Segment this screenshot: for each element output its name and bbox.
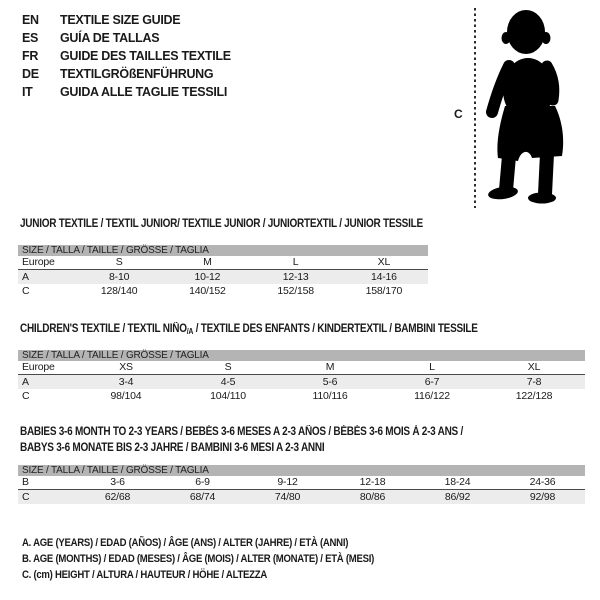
value-cell: 98/104 (110, 390, 142, 402)
value-cell: 8-10 (109, 271, 130, 283)
value-cell: 7-8 (526, 376, 542, 388)
junior-section-title: JUNIOR TEXTILE / TEXTIL JUNIOR/ TEXTILE … (20, 218, 423, 230)
lang-code: EN (22, 13, 39, 27)
value-cell: 5-6 (322, 376, 338, 388)
table-row-europe: Europe S M L XL (18, 256, 428, 270)
value-cell: 122/128 (515, 390, 553, 402)
lang-code: IT (22, 85, 33, 99)
baby-silhouette-icon (486, 10, 564, 204)
junior-size-table: SIZE / TALLA / TAILLE / GRÖSSE / TAGLIA … (18, 245, 428, 298)
table-row-a: A 8-10 10-12 12-13 14-16 (18, 270, 428, 284)
value-cell: 12-18 (359, 476, 386, 488)
value-cell: 24-36 (529, 476, 556, 488)
row-label: A (22, 271, 29, 283)
value-cell: 12-13 (282, 271, 309, 283)
value-cell: 152/158 (277, 285, 314, 297)
legend-line-b: B. AGE (MONTHS) / EDAD (MESES) / ÂGE (MO… (22, 553, 375, 565)
value-cell: 128/140 (100, 285, 138, 297)
size-cell: XL (377, 256, 391, 268)
babies-title-line2: BABYS 3-6 MONATE BIS 2-3 JAHRE / BAMBINI… (20, 442, 325, 454)
value-cell: 92/98 (529, 491, 556, 503)
row-label: C (22, 285, 30, 297)
value-cell: 80/86 (359, 491, 386, 503)
size-cell: S (224, 361, 232, 373)
lang-title: GUIDA ALLE TAGLIE TESSILI (60, 85, 228, 99)
legend-line-c: C. (cm) HEIGHT / ALTURA / HAUTEUR / HÖHE… (22, 569, 267, 581)
value-cell: 10-12 (194, 271, 221, 283)
value-cell: 74/80 (274, 491, 301, 503)
legend-line-a: A. AGE (YEARS) / EDAD (AÑOS) / ÂGE (ANS)… (22, 537, 349, 549)
measure-legend: A. AGE (YEARS) / EDAD (AÑOS) / ÂGE (ANS)… (22, 535, 427, 583)
size-cell: L (429, 361, 435, 373)
babies-title-line1: BABIES 3-6 MONTH TO 2-3 YEARS / BEBÉS 3-… (20, 426, 464, 438)
row-label: C (22, 390, 30, 402)
value-cell: 116/122 (414, 390, 450, 402)
lang-code: ES (22, 31, 39, 45)
babies-size-table: SIZE / TALLA / TAILLE / GRÖSSE / TAGLIA … (18, 465, 585, 504)
table-row-c: C 62/68 68/74 74/80 80/86 86/92 92/98 (18, 490, 585, 504)
size-header-bar: SIZE / TALLA / TAILLE / GRÖSSE / TAGLIA (18, 350, 585, 361)
size-header-bar: SIZE / TALLA / TAILLE / GRÖSSE / TAGLIA (18, 245, 428, 256)
height-measure-label: C (454, 107, 463, 121)
size-cell: M (203, 256, 212, 268)
children-title-post: / TEXTILE DES ENFANTS / KINDERTEXTIL / B… (193, 323, 478, 335)
table-row-c: C 128/140 140/152 152/158 158/170 (18, 284, 428, 298)
lang-code: DE (22, 67, 39, 81)
language-title-list: EN TEXTILE SIZE GUIDE ES GUÍA DE TALLAS … (22, 11, 231, 101)
size-cell: S (115, 256, 123, 268)
value-cell: 3-4 (118, 376, 134, 388)
table-row-a: A 3-4 4-5 5-6 6-7 7-8 (18, 375, 585, 389)
value-cell: 14-16 (370, 271, 397, 283)
value-cell: 18-24 (444, 476, 471, 488)
lang-row-es: ES GUÍA DE TALLAS (22, 29, 231, 47)
children-title-pre: CHILDREN'S TEXTILE / TEXTIL NIÑO (20, 323, 187, 335)
lang-row-fr: FR GUIDE DES TAILLES TEXTILE (22, 47, 231, 65)
size-cell: XL (527, 361, 541, 373)
size-header-bar: SIZE / TALLA / TAILLE / GRÖSSE / TAGLIA (18, 465, 585, 476)
lang-row-en: EN TEXTILE SIZE GUIDE (22, 11, 231, 29)
lang-code: FR (22, 49, 39, 63)
babies-section-title: BABIES 3-6 MONTH TO 2-3 YEARS / BEBÉS 3-… (20, 424, 463, 456)
table-row-c: C 98/104 104/110 110/116 116/122 122/128 (18, 389, 585, 403)
value-cell: 104/110 (210, 390, 246, 402)
row-label: B (22, 476, 29, 488)
size-cell: L (292, 256, 299, 268)
table-row-b: B 3-6 6-9 9-12 12-18 18-24 24-36 (18, 476, 585, 490)
size-cell: XS (119, 361, 133, 373)
row-label: A (22, 376, 29, 388)
children-section-title: CHILDREN'S TEXTILE / TEXTIL NIÑO/A / TEX… (20, 323, 478, 336)
row-label: C (22, 491, 30, 503)
value-cell: 3-6 (110, 476, 125, 488)
lang-title: GUIDE DES TAILLES TEXTILE (60, 49, 231, 63)
size-cell: M (325, 361, 335, 373)
lang-row-de: DE TEXTILGRÖßENFÜHRUNG (22, 65, 231, 83)
height-dashed-line (474, 8, 476, 208)
lang-row-it: IT GUIDA ALLE TAGLIE TESSILI (22, 83, 231, 101)
value-cell: 140/152 (189, 285, 226, 297)
value-cell: 110/116 (312, 390, 348, 402)
value-cell: 158/170 (365, 285, 403, 297)
lang-title: GUÍA DE TALLAS (60, 31, 160, 45)
row-label: Europe (22, 256, 55, 268)
table-row-europe: Europe XS S M L XL (18, 361, 585, 375)
value-cell: 68/74 (189, 491, 216, 503)
lang-title: TEXTILE SIZE GUIDE (60, 13, 181, 27)
value-cell: 6-9 (195, 476, 210, 488)
value-cell: 6-7 (424, 376, 440, 388)
value-cell: 86/92 (444, 491, 471, 503)
children-title-subscript: /A (186, 327, 194, 336)
lang-title: TEXTILGRÖßENFÜHRUNG (60, 67, 214, 81)
value-cell: 9-12 (277, 476, 298, 488)
value-cell: 4-5 (220, 376, 236, 388)
children-size-table: SIZE / TALLA / TAILLE / GRÖSSE / TAGLIA … (18, 350, 585, 403)
value-cell: 62/68 (104, 491, 131, 503)
row-label: Europe (22, 361, 55, 373)
